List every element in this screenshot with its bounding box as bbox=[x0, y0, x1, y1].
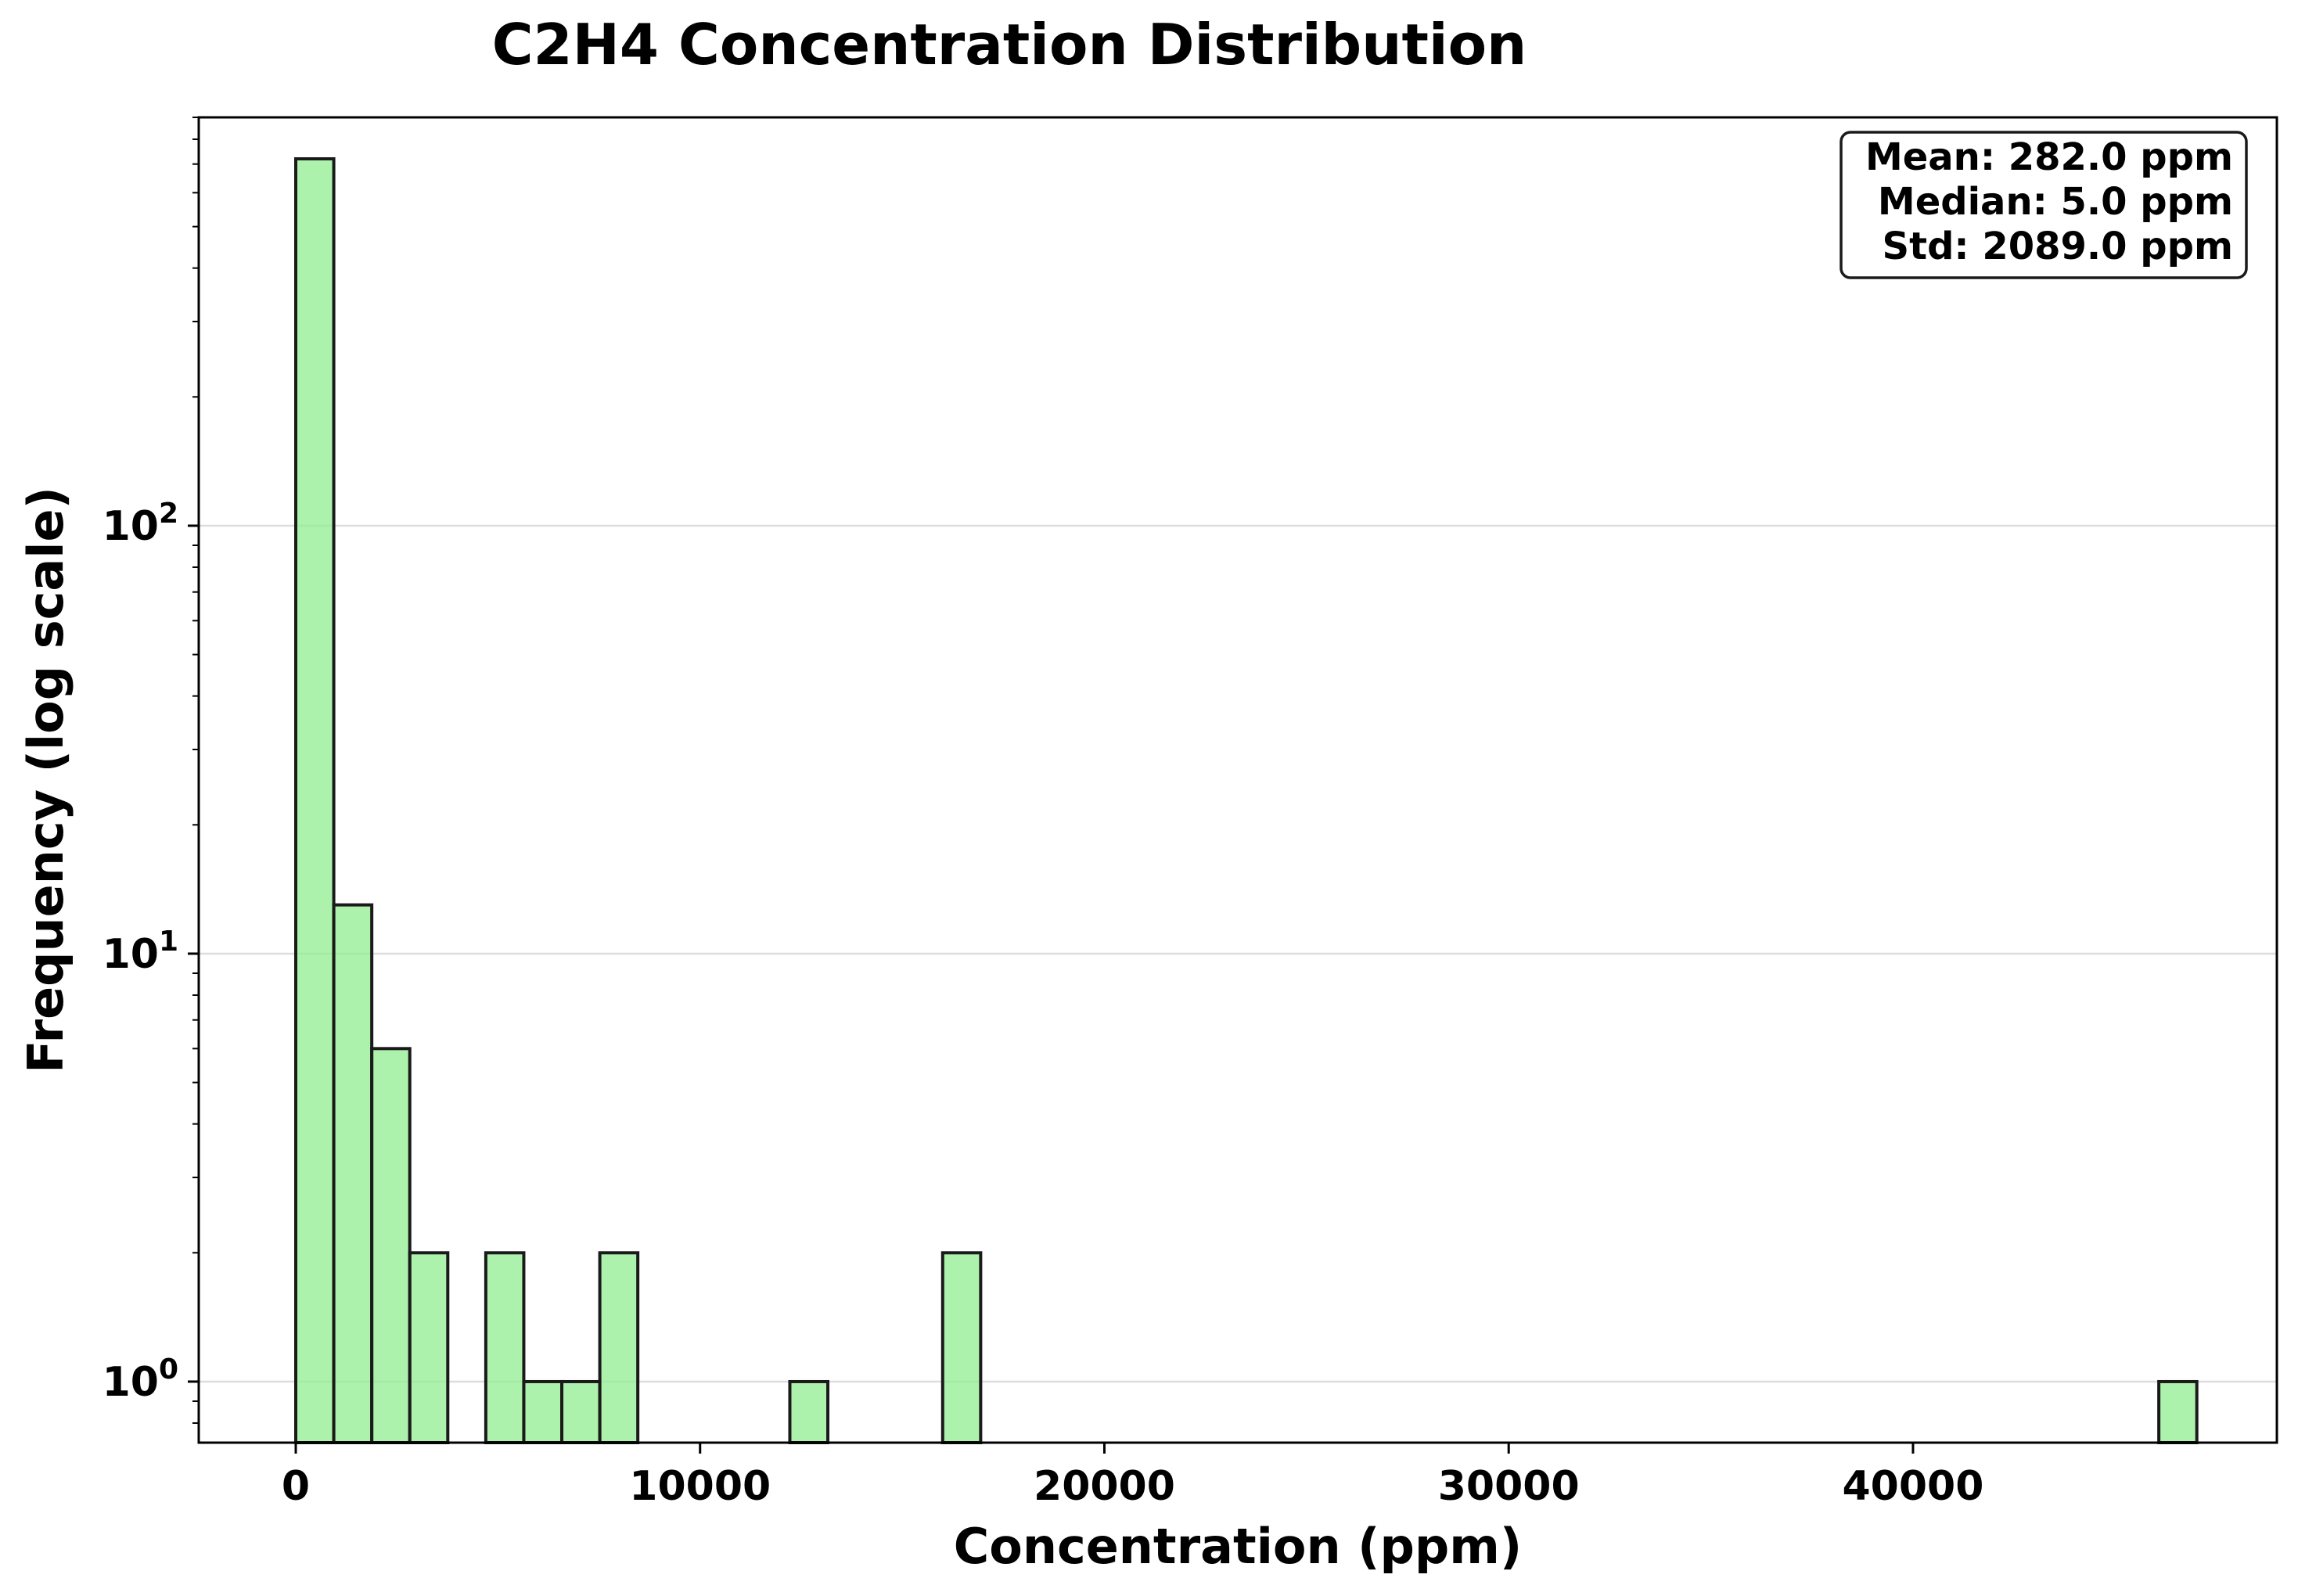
x-axis-label: Concentration (ppm) bbox=[954, 1518, 1522, 1575]
bar-2 bbox=[370, 1047, 412, 1444]
bar-9 bbox=[940, 1251, 983, 1444]
bar-7 bbox=[598, 1251, 640, 1444]
chart-title: C2H4 Concentration Distribution bbox=[492, 12, 1527, 77]
bar-6 bbox=[560, 1379, 602, 1444]
y-tick-label-1: 101 bbox=[102, 926, 178, 978]
bar-4 bbox=[484, 1251, 526, 1444]
x-tick-label-0: 0 bbox=[282, 1463, 310, 1510]
stats-std: Std: 2089.0 ppm bbox=[1883, 225, 2233, 268]
y-tick-label-0: 100 bbox=[102, 1353, 178, 1406]
bar-3 bbox=[408, 1251, 450, 1444]
histogram-bars bbox=[294, 157, 2199, 1444]
bar-5 bbox=[522, 1379, 564, 1444]
stats-median: Median: 5.0 ppm bbox=[1878, 180, 2233, 224]
bar-1 bbox=[332, 903, 374, 1444]
x-tick-label-2: 20000 bbox=[1034, 1463, 1175, 1510]
x-axis-ticks: 0 10000 20000 30000 40000 bbox=[282, 1443, 1983, 1510]
y-tick-label-2: 102 bbox=[102, 498, 178, 550]
bar-8 bbox=[788, 1379, 830, 1444]
x-tick-label-3: 30000 bbox=[1438, 1463, 1580, 1510]
x-tick-label-1: 10000 bbox=[629, 1463, 771, 1510]
stats-box-frame bbox=[1839, 131, 2248, 279]
bar-0 bbox=[294, 157, 336, 1444]
x-tick-label-4: 40000 bbox=[1842, 1463, 1983, 1510]
y-axis-ticks: 100 101 102 bbox=[102, 117, 199, 1424]
stats-mean: Mean: 282.0 ppm bbox=[1865, 135, 2233, 179]
y-axis-label: Frequency (log scale) bbox=[17, 487, 74, 1073]
plot-frame bbox=[197, 116, 2278, 1444]
bar-10 bbox=[2157, 1379, 2199, 1444]
stats-box: Mean: 282.0 ppm Median: 5.0 ppm Std: 208… bbox=[1839, 131, 2248, 279]
